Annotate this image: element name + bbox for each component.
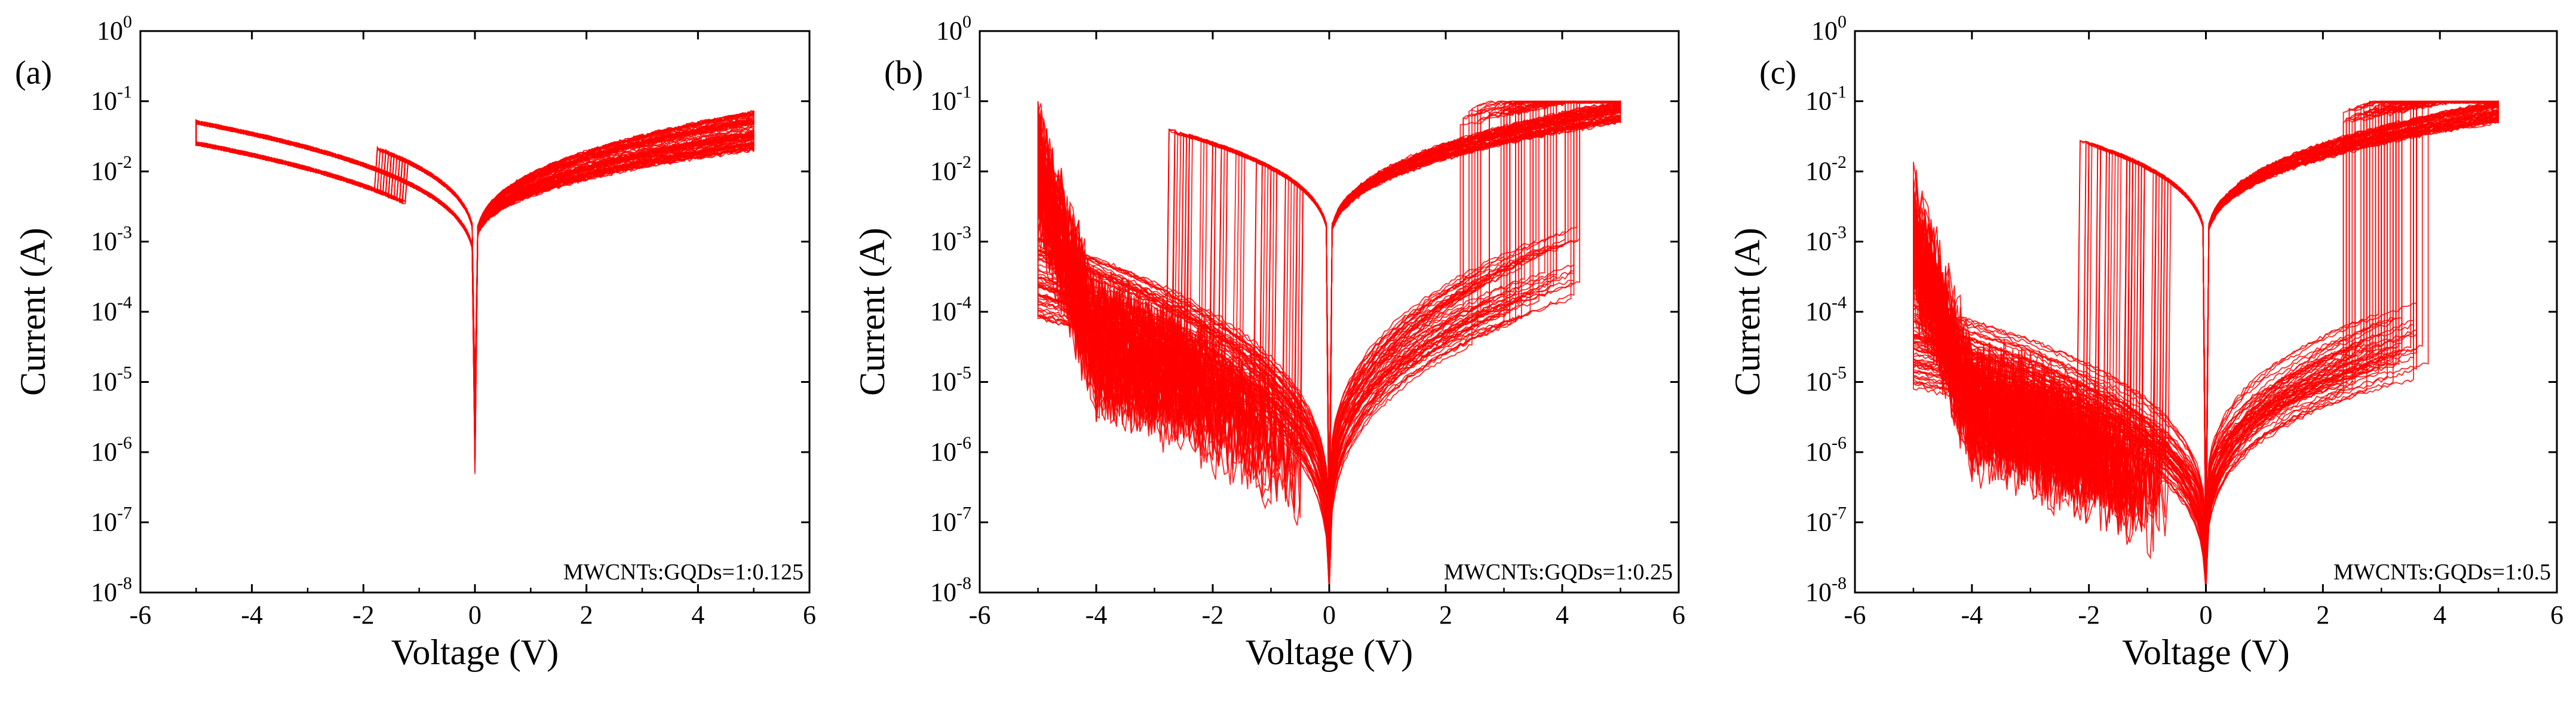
y-tick-label: 10-6	[930, 433, 971, 466]
x-axis-label: Voltage (V)	[2122, 633, 2290, 672]
iv-sweep-60	[1037, 100, 1621, 513]
x-tick-label: 2	[580, 600, 593, 630]
y-tick-label: 100	[936, 12, 971, 45]
x-tick-label: 2	[1439, 600, 1452, 630]
iv-sweep-50	[195, 121, 755, 403]
iv-sweep-59	[1037, 100, 1621, 514]
y-tick-label: 10-8	[1805, 573, 1847, 607]
x-tick-label: 6	[803, 600, 816, 630]
x-axis-label: Voltage (V)	[1246, 633, 1413, 672]
x-tick-label: -6	[1844, 600, 1866, 630]
y-tick-label: 10-3	[91, 223, 132, 256]
y-tick-label: 10-3	[1805, 223, 1847, 256]
panel-label: (c)	[1759, 54, 1796, 91]
panel-label: (b)	[884, 54, 923, 91]
y-tick-label: 10-7	[91, 504, 132, 537]
y-axis-label: Current (A)	[852, 228, 892, 396]
x-tick-label: -2	[1202, 600, 1224, 630]
composition-annotation: MWCNTs:GQDs=1:0.125	[563, 560, 804, 585]
composition-annotation: MWCNTs:GQDs=1:0.25	[1444, 560, 1673, 585]
composition-annotation: MWCNTs:GQDs=1:0.5	[2333, 560, 2551, 585]
panel-label: (a)	[15, 54, 52, 91]
y-tick-label: 10-4	[91, 293, 132, 326]
x-tick-label: -6	[130, 600, 152, 630]
iv-sweep-60	[1913, 100, 2499, 558]
x-tick-label: -4	[1961, 600, 1983, 630]
y-tick-label: 100	[97, 12, 132, 45]
panel-b: -6 -4 -2 0 2 4 6 10-8 10-7 10-6 10-5 10-4 10-3 10-2 10…	[852, 12, 1685, 672]
x-tick-label: -4	[1085, 600, 1108, 630]
y-tick-label: 10-3	[930, 223, 971, 256]
x-tick-label: 2	[2316, 600, 2329, 630]
y-tick-label: 10-7	[930, 504, 971, 537]
x-tick-label: 0	[1323, 600, 1336, 630]
x-tick-label: -4	[241, 600, 263, 630]
x-tick-label: 6	[2550, 600, 2563, 630]
y-tick-label: 10-2	[930, 152, 971, 186]
x-tick-label: 4	[691, 600, 704, 630]
y-tick-label: 10-6	[91, 433, 132, 466]
y-tick-label: 10-2	[91, 152, 132, 186]
x-tick-label: 4	[1556, 600, 1569, 630]
x-tick-label: 6	[1672, 600, 1685, 630]
iv-sweep-58	[1037, 100, 1621, 548]
x-tick-label: 0	[2200, 600, 2213, 630]
y-tick-label: 10-5	[1805, 363, 1847, 397]
plot-frame	[139, 30, 811, 594]
iv-curves	[1913, 100, 2499, 593]
x-tick-label: -6	[969, 600, 991, 630]
x-tick-label: -2	[2078, 600, 2100, 630]
y-tick-label: 10-4	[1805, 293, 1847, 326]
iv-curves	[195, 110, 755, 474]
y-tick-label: 10-1	[930, 82, 971, 116]
x-tick-label: -2	[352, 600, 375, 630]
x-tick-label: 0	[468, 600, 482, 630]
y-tick-label: 10-1	[91, 82, 132, 116]
panel-c: -6 -4 -2 0 2 4 6 10-8 10-7 10-6 10-5 10-4 10-3 10-2 10…	[1728, 12, 2563, 672]
iv-sweep-48	[195, 119, 755, 420]
y-tick-label: 10-8	[930, 573, 971, 607]
y-tick-label: 100	[1811, 12, 1847, 45]
y-tick-label: 10-8	[91, 573, 132, 607]
y-tick-label: 10-7	[1805, 504, 1847, 537]
panel-a: -6 -4 -2 0 2 4 6 10-8 10-7 10-6 10-5 10-4 10-3 10-2 10…	[13, 12, 816, 672]
y-tick-label: 10-5	[91, 363, 132, 397]
y-tick-label: 10-5	[930, 363, 971, 397]
x-axis-label: Voltage (V)	[391, 633, 559, 672]
iv-sweep-59	[1913, 100, 2499, 587]
y-tick-label: 10-6	[1805, 433, 1847, 466]
y-tick-label: 10-1	[1805, 82, 1847, 116]
y-axis-label: Current (A)	[13, 228, 53, 396]
y-tick-label: 10-2	[1805, 152, 1847, 186]
iv-curves	[1037, 100, 1621, 593]
y-tick-label: 10-4	[930, 293, 971, 326]
y-axis-label: Current (A)	[1728, 228, 1767, 396]
x-tick-label: 4	[2433, 600, 2446, 630]
